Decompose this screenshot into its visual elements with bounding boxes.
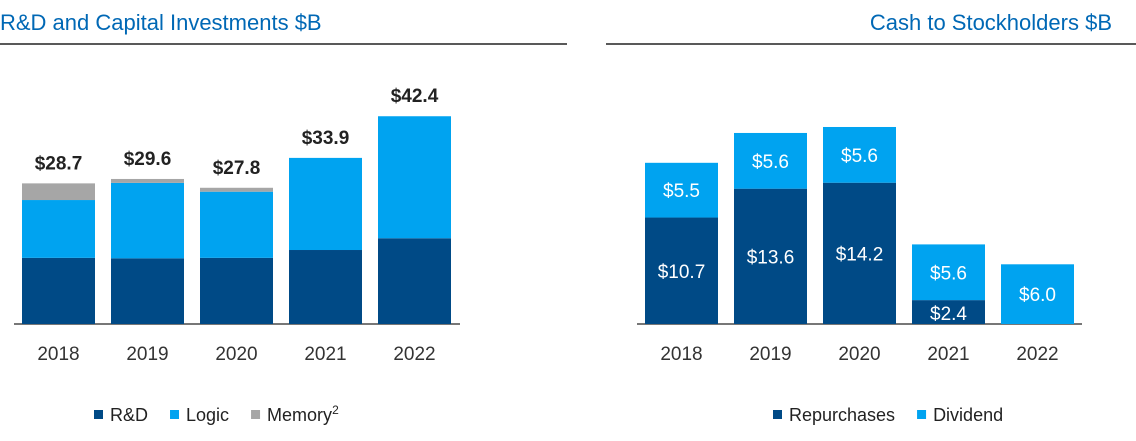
bar-rd-2020 [200,257,273,324]
total-label: $28.7 [35,153,83,174]
bar-rd-2021 [289,250,362,324]
bar-dividend-2022 [1001,264,1074,324]
total-label: $42.4 [391,86,439,107]
bar-rd-2022 [378,238,451,324]
bar-memory-2020 [200,187,273,192]
left-chart: $28.7 2018 $29.6 2019 $27.8 2020 $33.9 2021 $42.… [14,86,460,425]
bar-logic-2022 [378,116,451,239]
bar-memory-2018 [22,183,95,201]
x-tick-label: 2020 [838,344,880,365]
bar-rd-2018 [22,257,95,324]
x-tick-label: 2021 [927,344,969,365]
total-label: $29.6 [124,149,172,170]
right-chart-title: Cash to Stockholders $B [870,10,1112,35]
bar-logic-2019 [111,182,184,259]
legend-swatch [170,410,180,419]
bar-logic-2021 [289,157,362,251]
x-tick-label: 2022 [393,344,435,365]
legend-swatch [251,410,261,419]
x-tick-label: 2021 [304,344,346,365]
legend-swatch [917,410,927,419]
bar-dividend-2021 [912,244,985,301]
bar-memory-2019 [111,178,184,183]
data-label: $13.6 [747,247,795,268]
total-label: $33.9 [302,128,350,149]
data-label: $5.6 [752,152,789,173]
data-label: $6.0 [1019,285,1056,306]
x-tick-label: 2019 [126,344,168,365]
bar-repurchases-2019 [734,188,807,324]
data-label: $5.5 [663,181,700,202]
x-tick-label: 2022 [1016,344,1058,365]
data-label: $5.6 [930,263,967,284]
legend-label: Dividend [933,405,1003,425]
x-tick-label: 2018 [37,344,79,365]
x-tick-label: 2018 [660,344,702,365]
bar-repurchases-2021 [912,300,985,324]
left-chart-title: R&D and Capital Investments $B [0,10,322,35]
bar-dividend-2020 [823,126,896,183]
legend-label: Logic [186,405,229,425]
legend-label: Memory2 [267,403,339,425]
right-chart: $10.7 $5.5 2018 $13.6 $5.6 2019 $14.2 $5.6 2020 $… [637,126,1082,425]
legend-label: Repurchases [789,405,895,425]
legend-swatch [773,410,782,419]
total-label: $27.8 [213,158,261,179]
bar-rd-2019 [111,258,184,324]
legend-swatch [94,410,103,419]
x-tick-label: 2020 [215,344,257,365]
legend-label: R&D [110,405,148,425]
data-label: $2.4 [930,304,967,325]
bar-repurchases-2020 [823,182,896,324]
data-label: $5.6 [841,146,878,167]
bar-logic-2018 [22,200,95,258]
data-label: $10.7 [658,262,706,283]
x-tick-label: 2019 [749,344,791,365]
bar-logic-2020 [200,191,273,258]
bar-dividend-2018 [645,162,718,218]
bar-dividend-2019 [734,132,807,189]
bar-repurchases-2018 [645,217,718,324]
data-label: $14.2 [836,244,884,265]
